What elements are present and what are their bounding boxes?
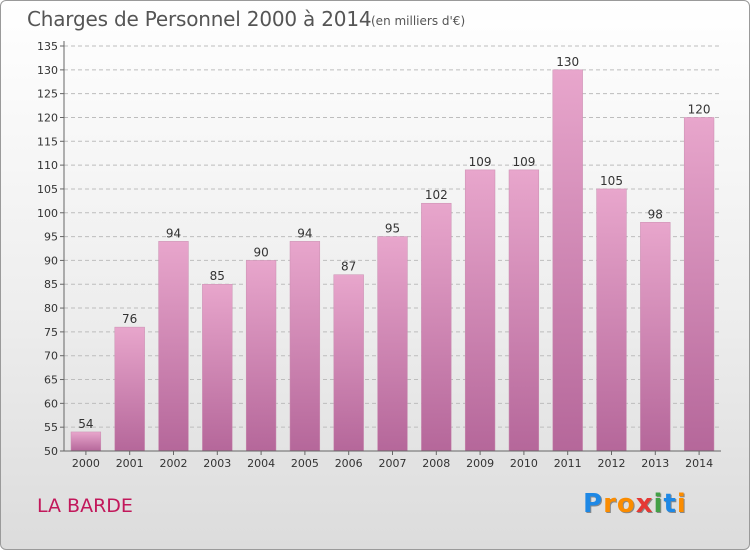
y-tick-label: 90 (44, 254, 58, 267)
proxiti-logo: Proxiti (583, 489, 687, 519)
x-tick-label: 2002 (160, 457, 188, 470)
data-label-2014: 120 (688, 102, 711, 116)
data-label-2002: 94 (166, 226, 181, 240)
chart-title: Charges de Personnel 2000 à 2014 (27, 7, 372, 31)
bar-2007 (377, 236, 408, 452)
data-label-2009: 109 (469, 155, 492, 169)
bar-2002 (158, 241, 189, 452)
data-label-2008: 102 (425, 188, 448, 202)
data-label-2003: 85 (210, 269, 225, 283)
logo-letter: i (676, 489, 687, 519)
x-tick-label: 2003 (203, 457, 231, 470)
bars: 54 76 94 85 90 94 87 95 102 109 109 130 105 98 120 (70, 55, 715, 452)
x-tick-label: 2000 (72, 457, 100, 470)
x-tick-label: 2004 (247, 457, 275, 470)
y-tick-label: 110 (37, 159, 58, 172)
data-label-2000: 54 (78, 417, 93, 431)
axes: 50 55 60 65 70 75 80 85 90 95 100 105 110 115 120 125 13… (37, 40, 721, 470)
y-tick-label: 70 (44, 350, 58, 363)
x-tick-label: 2013 (641, 457, 669, 470)
data-label-2001: 76 (122, 312, 137, 326)
x-tick-label: 2009 (466, 457, 494, 470)
data-label-2006: 87 (341, 260, 356, 274)
bar-2005 (289, 241, 321, 452)
x-tick-label: 2006 (335, 457, 363, 470)
y-tick-label: 120 (37, 111, 58, 124)
y-tick-label: 50 (44, 445, 58, 458)
y-tick-label: 60 (44, 397, 58, 410)
chart-subtitle: (en milliers d'€) (371, 14, 466, 28)
bar-2008 (421, 202, 452, 452)
data-label-2011: 130 (556, 55, 579, 69)
y-tick-label: 130 (37, 64, 58, 77)
data-label-2012: 105 (600, 174, 623, 188)
bar-2003 (202, 283, 233, 452)
x-tick-label: 2005 (291, 457, 319, 470)
logo-letter: r (603, 489, 617, 519)
x-tick-label: 2007 (379, 457, 407, 470)
y-tick-label: 80 (44, 302, 58, 315)
bar-2014 (683, 117, 715, 452)
bar-2001 (114, 326, 145, 452)
x-tick-label: 2001 (116, 457, 144, 470)
x-tick-label: 2010 (510, 457, 538, 470)
bar-2011 (552, 69, 583, 452)
y-tick-label: 55 (44, 421, 58, 434)
y-tick-label: 125 (37, 88, 58, 101)
y-tick-label: 115 (37, 135, 58, 148)
logo-letter: P (583, 489, 604, 519)
data-label-2013: 98 (648, 207, 663, 221)
y-tick-label: 65 (44, 374, 58, 387)
x-tick-label: 2008 (422, 457, 450, 470)
bar-2000 (70, 431, 102, 452)
logo-letter: i (653, 489, 664, 519)
data-label-2010: 109 (512, 155, 535, 169)
bar-2006 (333, 274, 364, 452)
bar-2009 (464, 169, 496, 452)
y-tick-label: 75 (44, 326, 58, 339)
data-label-2005: 94 (297, 226, 312, 240)
x-tick-label: 2011 (554, 457, 582, 470)
logo-letter: o (616, 489, 636, 519)
y-tick-label: 105 (37, 183, 58, 196)
x-tick-label: 2012 (598, 457, 626, 470)
y-tick-label: 85 (44, 278, 58, 291)
y-tick-label: 100 (37, 207, 58, 220)
logo-letter: x (635, 489, 654, 519)
bar-2012 (596, 188, 627, 452)
commune-name: LA BARDE (37, 495, 133, 517)
bar-2004 (245, 260, 277, 452)
bar-2013 (640, 222, 671, 452)
data-label-2007: 95 (385, 222, 400, 236)
y-tick-label: 135 (37, 40, 58, 53)
x-tick-label: 2014 (685, 457, 713, 470)
data-label-2004: 90 (253, 245, 268, 259)
bar-2010 (508, 169, 540, 452)
y-tick-label: 95 (44, 231, 58, 244)
logo-letter: t (663, 489, 677, 519)
